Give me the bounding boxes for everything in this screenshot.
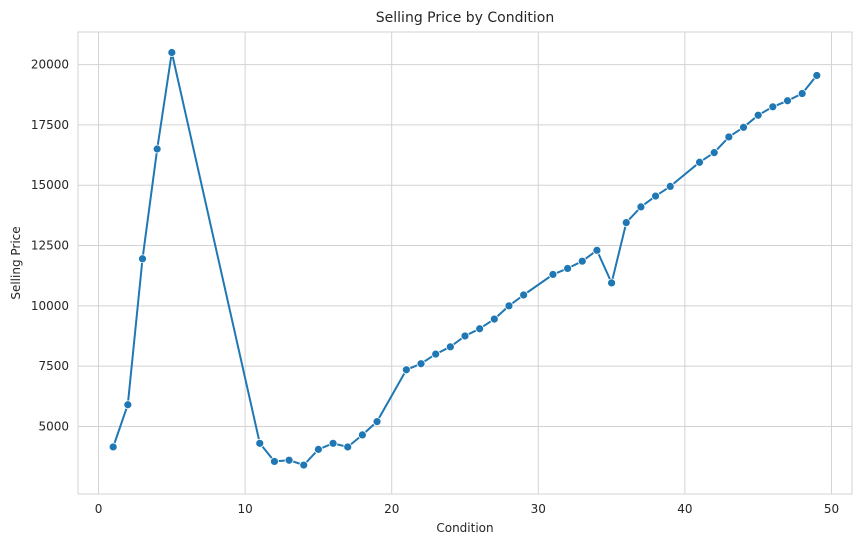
- data-point: [709, 148, 719, 158]
- y-tick-label: 7500: [38, 359, 69, 373]
- data-point: [812, 71, 822, 80]
- y-axis-label: Selling Price: [9, 226, 23, 299]
- data-point: [621, 218, 631, 227]
- data-point: [108, 442, 118, 452]
- data-point: [343, 442, 353, 452]
- data-point: [416, 359, 426, 369]
- y-tick-label: 17500: [31, 118, 69, 132]
- data-point: [431, 349, 441, 359]
- x-axis-label: Condition: [436, 521, 493, 535]
- data-point: [328, 438, 338, 448]
- data-point: [284, 455, 294, 465]
- data-point: [475, 324, 485, 334]
- data-point: [167, 48, 177, 57]
- data-point: [548, 270, 558, 279]
- data-point: [138, 254, 147, 264]
- data-point: [357, 430, 367, 440]
- grid-lines: [78, 32, 852, 494]
- y-tick-label: 10000: [31, 299, 69, 313]
- x-tick-label: 0: [95, 502, 103, 516]
- data-point: [607, 278, 616, 288]
- data-point: [577, 256, 587, 266]
- x-tick-label: 30: [531, 502, 546, 516]
- data-point: [695, 157, 704, 167]
- data-point: [489, 314, 499, 324]
- data-point: [753, 110, 763, 120]
- data-point: [401, 365, 411, 375]
- data-point: [460, 331, 470, 341]
- chart-title: Selling Price by Condition: [376, 10, 554, 26]
- data-point: [299, 460, 309, 470]
- data-point: [519, 290, 529, 300]
- y-tick-label: 15000: [31, 178, 69, 192]
- data-series: [108, 48, 822, 470]
- tick-labels: 0 10 20 30 40 50 5000 7500 10000 12500 15000 17500 2…: [31, 58, 839, 516]
- data-point: [783, 96, 792, 106]
- data-point: [797, 89, 807, 98]
- data-point: [592, 245, 602, 255]
- x-tick-label: 50: [824, 502, 839, 516]
- data-point: [563, 264, 573, 273]
- x-tick-label: 20: [384, 502, 399, 516]
- data-point: [123, 400, 133, 410]
- y-tick-label: 20000: [31, 58, 69, 72]
- data-point: [270, 457, 279, 466]
- data-point: [152, 144, 162, 154]
- y-tick-label: 5000: [38, 419, 69, 433]
- data-point: [768, 102, 778, 112]
- x-tick-label: 10: [237, 502, 252, 516]
- data-point: [739, 122, 748, 132]
- data-point: [665, 182, 675, 191]
- y-tick-label: 12500: [31, 239, 69, 253]
- x-tick-label: 40: [677, 502, 692, 516]
- data-point: [504, 301, 514, 311]
- data-point: [314, 444, 323, 454]
- plot-frame: [77, 31, 853, 495]
- data-point: [372, 417, 382, 427]
- data-point: [445, 342, 455, 352]
- data-point: [651, 191, 660, 201]
- data-point: [636, 202, 646, 212]
- data-point: [724, 132, 734, 142]
- data-point: [255, 438, 265, 448]
